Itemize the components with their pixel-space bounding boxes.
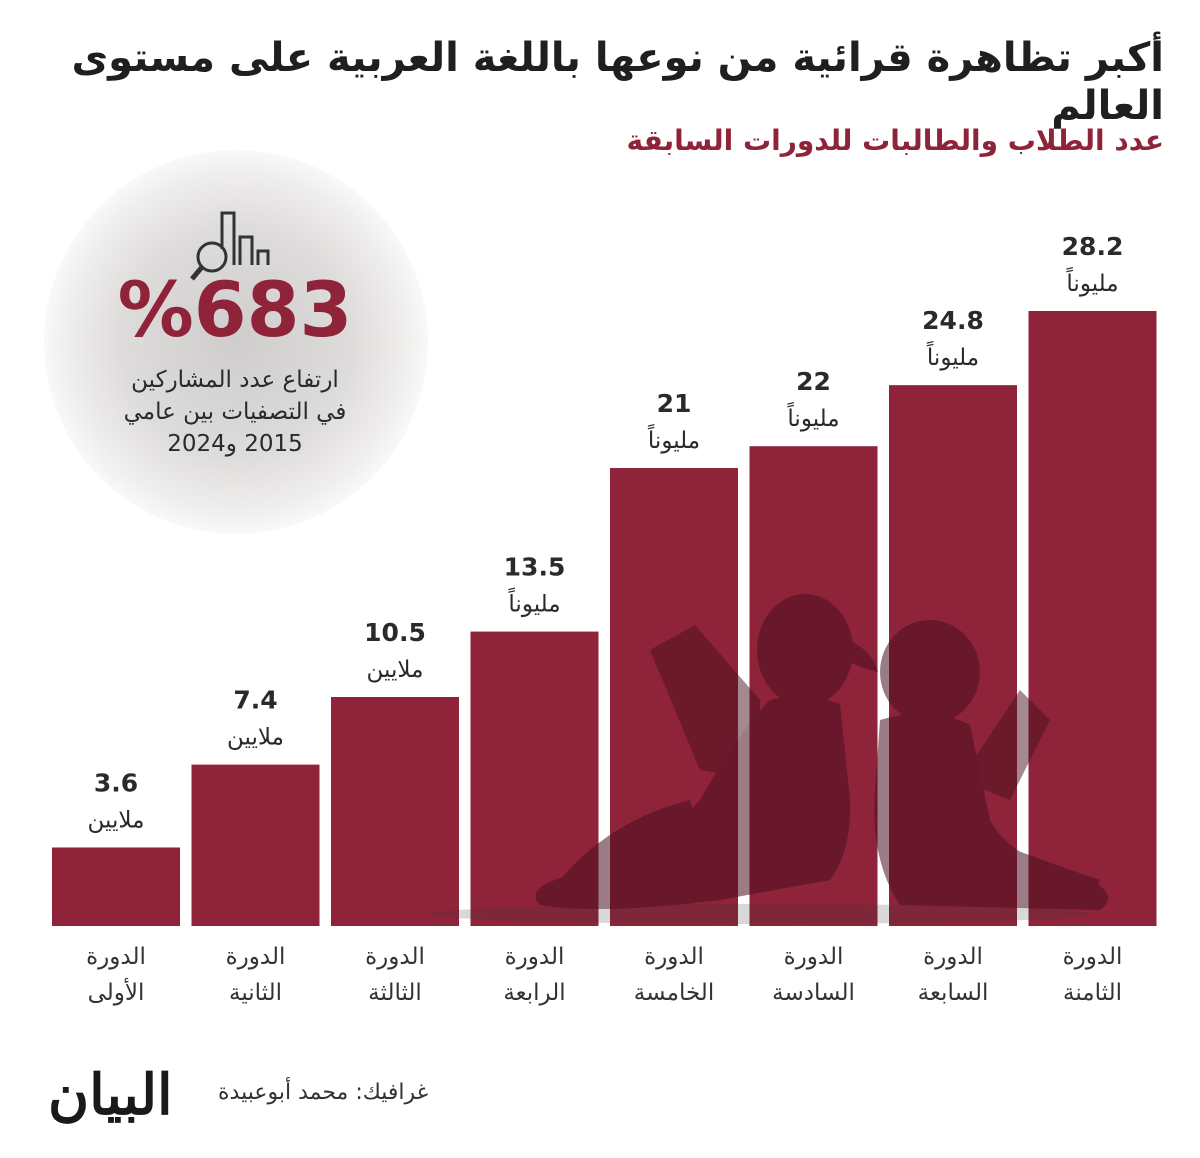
bar [191,764,320,926]
unit-label: مليوناً [787,402,840,432]
category-label: الدورة [1063,944,1123,970]
category-label: الأولى [88,978,145,1006]
category-label: السابعة [918,980,989,1006]
category-label: الدورة [923,944,983,970]
unit-label: مليوناً [1066,267,1119,297]
bar [52,847,180,926]
footer: البيان غرافيك: محمد أبوعبيدة [48,1060,468,1130]
data-label: 3.6 [94,768,138,797]
highlight-circle [44,150,428,534]
highlight-caption-line: ارتفاع عدد المشاركين [131,367,339,393]
unit-label: مليوناً [508,588,561,618]
chart-subtitle: عدد الطلاب والطالبات للدورات السابقة [626,124,1164,157]
category-label: الدورة [365,944,425,970]
category-label: الثانية [229,980,282,1006]
unit-label: مليوناً [926,341,979,371]
highlight-caption: ارتفاع عدد المشاركين في التصفيات بين عام… [60,364,410,460]
newspaper-logo: البيان [48,1062,173,1128]
data-label: 21 [657,389,692,418]
category-label: الخامسة [634,980,714,1006]
category-label: الرابعة [503,980,565,1006]
data-label: 10.5 [364,618,426,647]
bar-chart: 3.6 ملايين الدورة الأولى 7.4 ملايين الدورة الثا… [52,232,1157,1006]
unit-label: ملايين [88,807,145,833]
category-label: الدورة [784,944,844,970]
highlight-caption-line: 2015 و2024 [167,431,303,457]
category-label: الدورة [505,944,565,970]
children-reading-silhouette [430,594,1108,924]
unit-label: ملايين [367,657,424,683]
data-label: 28.2 [1062,232,1124,261]
unit-label: مليوناً [647,424,700,454]
category-label: الدورة [644,944,704,970]
chart-title: أكبر تظاهرة قرائية من نوعها باللغة العرب… [71,35,1165,129]
unit-label: ملايين [227,725,284,751]
highlight-caption-line: في التصفيات بين عامي [123,399,347,425]
bar [331,697,459,926]
category-label: الدورة [86,944,146,970]
highlight-value: %683 [117,265,353,354]
category-label: الثالثة [368,980,422,1006]
data-label: 13.5 [504,553,566,582]
category-label: السادسة [772,980,855,1006]
category-label: الثامنة [1063,980,1122,1006]
data-label: 22 [796,367,831,396]
data-label: 7.4 [233,686,277,715]
graphic-credit: غرافيك: محمد أبوعبيدة [218,1080,429,1105]
bar-chart-magnifier-icon [190,211,270,281]
category-label: الدورة [226,944,286,970]
bar [1028,311,1157,926]
data-label: 24.8 [922,306,984,335]
